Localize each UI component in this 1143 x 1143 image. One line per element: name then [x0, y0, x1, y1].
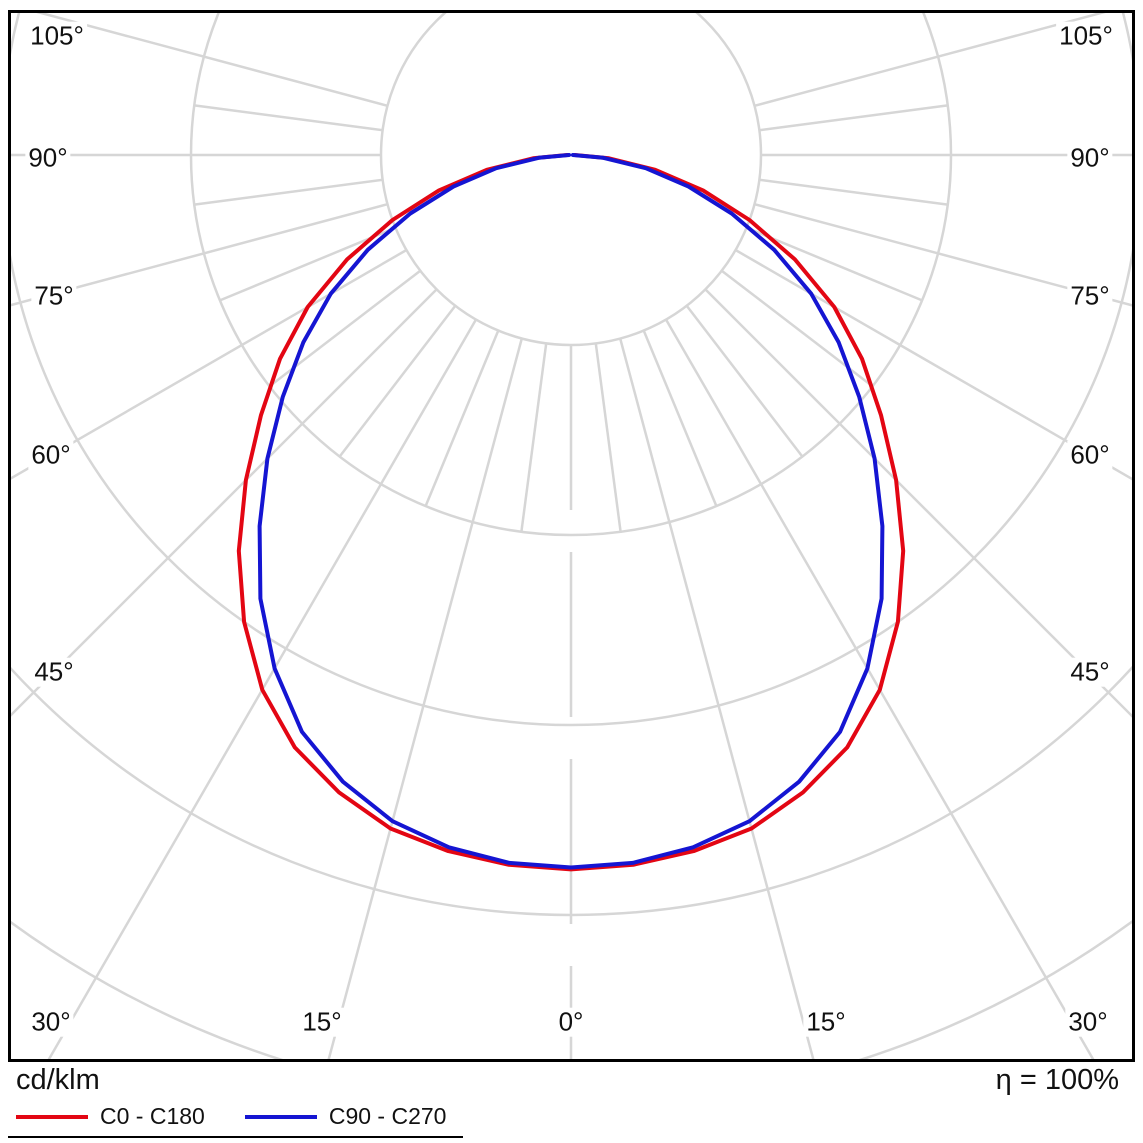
- grid-radial: [194, 178, 383, 206]
- grid-radial: [746, 226, 923, 302]
- grid-radial: [594, 343, 622, 532]
- grid-radial: [734, 248, 1132, 481]
- grid-radial: [759, 178, 948, 206]
- grid-radial: [618, 338, 815, 1059]
- grid-radial: [754, 13, 1106, 108]
- grid-radial: [327, 338, 524, 1059]
- legend-line-c0-c180-icon: [16, 1114, 88, 1119]
- grid-radial: [11, 248, 408, 480]
- grid-radial: [685, 304, 804, 458]
- legend: C0 - C180 C90 - C270: [16, 1103, 446, 1130]
- grid-radial: [642, 330, 718, 507]
- efficiency-label: η = 100%: [995, 1064, 1119, 1096]
- legend-label-c90-c270: C90 - C270: [328, 1103, 447, 1129]
- grid-radial: [759, 104, 948, 132]
- grid-radial: [754, 202, 1132, 307]
- grid-radial: [424, 330, 500, 507]
- grid-radial: [11, 202, 388, 307]
- curve-c90-c270: [257, 153, 885, 870]
- grid-radial: [520, 343, 548, 532]
- grid-radial: [219, 226, 396, 302]
- legend-item-c90-c270: C90 - C270: [244, 1103, 447, 1130]
- grid-radial: [47, 318, 478, 1059]
- grid-radial: [704, 288, 1132, 718]
- legend-label-c0-c180: C0 - C180: [100, 1103, 205, 1129]
- legend-line-c90-c270-icon: [244, 1114, 317, 1119]
- grid-radial: [36, 13, 388, 108]
- grid-ring: [379, 13, 763, 347]
- legend-item-c0-c180: C0 - C180: [16, 1103, 205, 1130]
- legend-underline: [8, 1136, 463, 1138]
- grid-radial: [664, 318, 1095, 1059]
- grid-radial: [194, 104, 383, 132]
- polar-plot-area: [8, 10, 1135, 1062]
- grid-ring: [11, 13, 1132, 727]
- grid-radial: [11, 288, 438, 717]
- polar-grid: [11, 13, 1132, 1059]
- grid-radial: [338, 304, 457, 458]
- polar-chart: [11, 13, 1132, 1059]
- unit-label: cd/klm: [16, 1064, 100, 1096]
